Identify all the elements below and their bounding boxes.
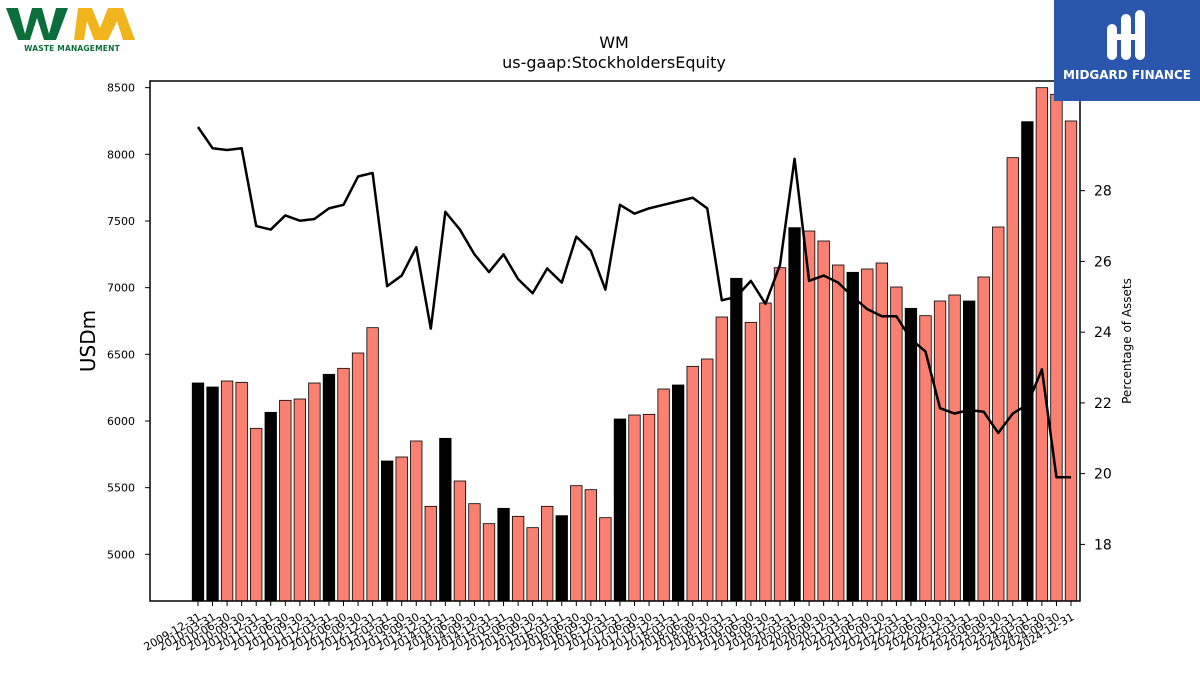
bar-2023-03-31 bbox=[963, 300, 976, 602]
y-tick-label: 7000 bbox=[107, 282, 135, 295]
bar-2017-09-30 bbox=[642, 413, 656, 602]
bar-2020-06-30 bbox=[802, 230, 816, 602]
bar-2022-03-31 bbox=[904, 307, 918, 602]
bar-2014-09-30 bbox=[468, 503, 481, 602]
bar-2015-12-31 bbox=[541, 505, 554, 602]
bar-2018-06-30 bbox=[686, 365, 699, 602]
bar-2017-06-30 bbox=[628, 414, 641, 602]
y2-tick-label: 18 bbox=[1094, 537, 1112, 553]
midgard-logo-text: MIDGARD FINANCE bbox=[1063, 68, 1191, 82]
y-tick-label: 8500 bbox=[107, 82, 135, 95]
bar-2011-12-31 bbox=[308, 382, 321, 602]
bar-2017-03-31 bbox=[613, 418, 627, 602]
wm-logo-mark bbox=[6, 8, 135, 40]
bar-2019-03-31 bbox=[730, 277, 743, 602]
bar-2014-03-31 bbox=[439, 437, 452, 602]
bar-2009-12-31 bbox=[191, 382, 205, 602]
bar-2018-03-31 bbox=[672, 384, 685, 602]
bar-2024-09-30 bbox=[1050, 93, 1063, 602]
y-axis-label: USDm bbox=[76, 310, 100, 372]
chart-subtitle: us-gaap:StockholdersEquity bbox=[502, 53, 726, 72]
bar-2020-09-30 bbox=[817, 240, 830, 602]
bar-2019-06-30 bbox=[744, 321, 758, 602]
bar-2021-06-30 bbox=[861, 268, 874, 602]
y-tick-label: 5000 bbox=[107, 548, 135, 561]
bar-2018-12-31 bbox=[715, 316, 728, 602]
y-axis-right: 18 20 22 24 26 28 bbox=[1080, 184, 1112, 553]
bar-2017-12-31 bbox=[657, 388, 670, 602]
bar-2021-03-31 bbox=[846, 271, 859, 602]
bar-2022-06-30 bbox=[919, 315, 932, 602]
bar-2013-12-31 bbox=[424, 505, 437, 602]
chart-title: WM bbox=[599, 33, 629, 52]
bar-2013-03-31 bbox=[380, 460, 394, 602]
bar-2019-09-30 bbox=[759, 302, 772, 602]
y2-tick-label: 26 bbox=[1094, 254, 1112, 270]
bar-2015-06-30 bbox=[511, 515, 525, 602]
wm-logo: WASTE MANAGEMENT bbox=[6, 6, 136, 56]
y2-tick-label: 20 bbox=[1094, 467, 1112, 483]
bar-2015-03-31 bbox=[497, 507, 510, 602]
bar-2012-06-30 bbox=[337, 367, 350, 602]
bar-2011-09-30 bbox=[293, 398, 307, 602]
bar-2023-06-30 bbox=[977, 276, 990, 602]
bar-2014-12-31 bbox=[482, 523, 496, 602]
midgard-logo-mark bbox=[1107, 10, 1145, 60]
x-axis: 2009-12-312010-03-312010-06-302010-09-30… bbox=[142, 601, 1077, 654]
midgard-finance-logo: MIDGARD FINANCE bbox=[1054, 0, 1200, 101]
percentage-of-assets-line bbox=[196, 126, 1071, 479]
y-axis-left: 5000 5500 6000 6500 7000 7500 8000 8500 bbox=[107, 82, 150, 561]
bar-2016-03-31 bbox=[555, 515, 568, 602]
y2-tick-label: 22 bbox=[1094, 396, 1112, 412]
bar-2016-12-31 bbox=[599, 517, 612, 602]
bar-series bbox=[191, 87, 1078, 602]
y2-tick-label: 28 bbox=[1094, 184, 1112, 200]
bar-2012-03-31 bbox=[322, 373, 336, 602]
bar-2018-09-30 bbox=[701, 358, 714, 602]
bar-2022-12-31 bbox=[948, 294, 961, 602]
bar-2024-12-31 bbox=[1064, 120, 1078, 602]
bar-2021-12-31 bbox=[890, 286, 903, 602]
bar-2019-12-31 bbox=[773, 267, 787, 602]
y-tick-label: 6000 bbox=[107, 415, 135, 428]
bar-2022-09-30 bbox=[933, 300, 947, 602]
bar-2024-03-31 bbox=[1021, 121, 1034, 602]
y-tick-label: 5500 bbox=[107, 482, 135, 495]
line-series bbox=[196, 126, 1071, 479]
plot-frame bbox=[149, 80, 1081, 602]
bar-2023-09-30 bbox=[992, 226, 1005, 602]
bar-2011-03-31 bbox=[264, 411, 277, 602]
bar-2015-09-30 bbox=[526, 527, 539, 602]
bar-2020-12-31 bbox=[832, 264, 845, 602]
bar-2013-06-30 bbox=[395, 456, 408, 602]
bar-2012-12-31 bbox=[366, 327, 379, 602]
bar-2016-09-30 bbox=[584, 489, 597, 602]
bar-2013-09-30 bbox=[410, 440, 423, 602]
bar-2012-09-30 bbox=[351, 352, 365, 602]
y2-tick-label: 24 bbox=[1094, 325, 1112, 341]
bar-2024-06-30 bbox=[1035, 87, 1049, 602]
bar-2023-12-31 bbox=[1006, 157, 1019, 602]
bar-2010-12-31 bbox=[250, 427, 263, 602]
bar-2010-06-30 bbox=[220, 380, 234, 602]
bar-2020-03-31 bbox=[788, 227, 801, 602]
bar-2010-09-30 bbox=[235, 381, 248, 602]
y-tick-label: 8000 bbox=[107, 148, 135, 161]
bar-2014-06-30 bbox=[453, 480, 467, 602]
y-tick-label: 6500 bbox=[107, 348, 135, 361]
bar-2016-06-30 bbox=[570, 485, 583, 602]
y2-axis-label: Percentage of Assets bbox=[1120, 278, 1134, 404]
y-tick-label: 7500 bbox=[107, 215, 135, 228]
bar-2011-06-30 bbox=[279, 399, 292, 602]
bar-2010-03-31 bbox=[206, 386, 219, 602]
wm-logo-subtitle: WASTE MANAGEMENT bbox=[24, 44, 120, 53]
